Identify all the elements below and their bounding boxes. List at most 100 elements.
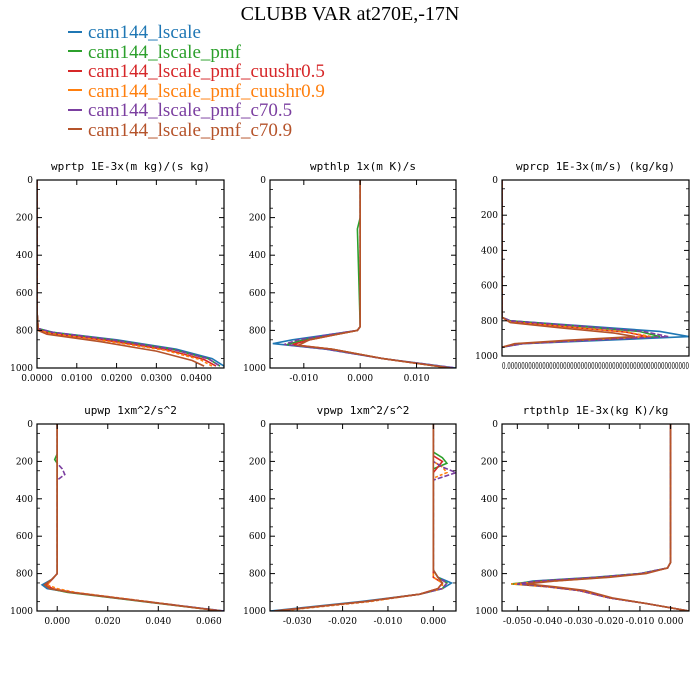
panel-title: rtpthlp 1E-3x(kg K)/kg	[523, 404, 669, 417]
series-line	[37, 180, 224, 367]
x-tick-label: 0.0200	[101, 374, 133, 384]
series-line	[274, 424, 456, 611]
panel-title: wprcp 1E-3x(m/s) (kg/kg)	[516, 160, 675, 173]
x-tick-label: 0.0000	[21, 374, 53, 384]
panel: wprtp 1E-3x(m kg)/(s kg) 0 200 400 600 800 100…	[10, 160, 225, 384]
plot-frame	[501, 423, 690, 612]
panel: wprcp 1E-3x(m/s) (kg/kg) 0 200 400 600 800 100…	[475, 160, 690, 372]
y-tick-label: 1000	[243, 364, 266, 374]
y-tick-label: 800	[481, 570, 498, 580]
plot-frame	[269, 423, 457, 612]
series-line	[274, 424, 444, 611]
y-tick-label: 800	[16, 326, 33, 336]
y-tick-label: 400	[481, 246, 498, 256]
panel-title: upwp 1xm^2/s^2	[84, 404, 177, 417]
series-group	[37, 180, 224, 367]
y-tick-label: 1000	[475, 607, 498, 617]
y-tick-label: 600	[481, 532, 498, 542]
legend-label: cam144_lscale_pmf_cuushr0.5	[88, 61, 325, 82]
x-tick-label: 0.000	[420, 617, 446, 627]
legend-item: cam144_lscale_pmf_c70.9	[68, 119, 325, 141]
y-tick-label: 0	[492, 420, 498, 430]
series-line	[295, 180, 451, 368]
x-tick-label: 0.040	[145, 617, 171, 627]
x-tick-label: 0.010	[404, 374, 430, 384]
legend-item: cam144_lscale	[68, 23, 325, 43]
series-line	[502, 180, 636, 348]
x-tick-label: 0.060	[196, 617, 222, 627]
x-tick-label: 0.0300	[141, 374, 173, 384]
y-tick-label: 0	[260, 420, 266, 430]
series-group	[511, 424, 689, 611]
series-line	[502, 180, 669, 348]
y-tick-label: 600	[481, 282, 498, 292]
legend-swatch	[68, 50, 82, 53]
y-tick-label: 200	[16, 214, 33, 224]
x-tick-label: 0.000	[658, 617, 684, 627]
series-line	[295, 180, 451, 368]
y-tick-label: 0	[260, 176, 266, 186]
series-line	[274, 424, 449, 611]
legend-swatch	[68, 128, 82, 131]
legend-item: cam144_lscale_pmf_cuushr0.9	[68, 81, 325, 102]
series-line	[279, 424, 449, 611]
y-tick-label: 600	[249, 532, 266, 542]
legend-swatch	[68, 30, 82, 33]
panel-title: wprtp 1E-3x(m kg)/(s kg)	[51, 160, 210, 173]
y-tick-label: 800	[249, 570, 266, 580]
series-line	[292, 180, 451, 368]
y-tick-label: 0	[27, 176, 33, 186]
y-tick-label: 200	[481, 211, 498, 221]
panel: wpthlp 1x(m K)/s 0 200 400 600 800 1000 -0.010 0…	[243, 160, 457, 384]
series-line	[37, 180, 213, 367]
legend-item: cam144_lscale_pmf_c70.5	[68, 101, 325, 121]
legend-swatch	[68, 69, 82, 72]
y-tick-label: 800	[16, 570, 33, 580]
series-line	[272, 180, 456, 368]
series-line	[37, 180, 221, 367]
y-tick-label: 1000	[475, 352, 498, 362]
series-line	[43, 424, 222, 611]
y-tick-label: 400	[481, 495, 498, 505]
series-group	[270, 424, 456, 611]
series-line	[45, 424, 222, 611]
x-tick-label: -0.020	[328, 617, 357, 627]
legend-label: cam144_lscale	[88, 22, 201, 43]
legend-item: cam144_lscale_pmf_cuushr0.5	[68, 62, 325, 82]
plot-frame	[36, 179, 225, 369]
x-tick-label: 0.000	[347, 374, 373, 384]
series-group	[502, 180, 689, 348]
y-tick-label: 400	[16, 495, 33, 505]
x-tick-label: -0.010	[626, 617, 655, 627]
panel: upwp 1xm^2/s^2 0 200 400 600 800 1000 0.000 0.02…	[10, 404, 225, 627]
y-tick-label: 200	[16, 457, 33, 467]
y-tick-label: 200	[481, 457, 498, 467]
series-line	[40, 424, 224, 611]
panel-title: vpwp 1xm^2/s^2	[317, 404, 410, 417]
x-tick-label: 0.00000000000000000000000000000000000000…	[502, 362, 689, 372]
y-tick-label: 0	[492, 176, 498, 186]
series-line	[37, 180, 221, 367]
series-line	[526, 424, 689, 611]
legend-label: cam144_lscale_pmf_c70.9	[88, 119, 293, 141]
chart-title: CLUBB VAR at270E,-17N	[240, 3, 460, 25]
y-tick-label: 400	[16, 251, 33, 261]
series-line	[37, 180, 217, 367]
legend: cam144_lscale cam144_lscale_pmf cam144_l…	[68, 23, 325, 140]
series-group	[40, 424, 224, 611]
x-tick-label: 0.0100	[61, 374, 93, 384]
panel: vpwp 1xm^2/s^2 0 200 400 600 800 1000 -0.030 -0.…	[243, 404, 457, 627]
series-line	[45, 424, 222, 611]
x-tick-label: -0.050	[503, 617, 532, 627]
y-tick-label: 400	[249, 251, 266, 261]
x-tick-label: -0.010	[289, 374, 318, 384]
y-tick-label: 1000	[243, 607, 266, 617]
y-tick-label: 800	[481, 317, 498, 327]
x-tick-label: 0.020	[95, 617, 121, 627]
y-tick-label: 1000	[10, 364, 33, 374]
series-group	[272, 180, 456, 368]
y-tick-label: 200	[249, 457, 266, 467]
y-tick-label: 800	[249, 326, 266, 336]
legend-label: cam144_lscale_pmf	[88, 41, 242, 63]
